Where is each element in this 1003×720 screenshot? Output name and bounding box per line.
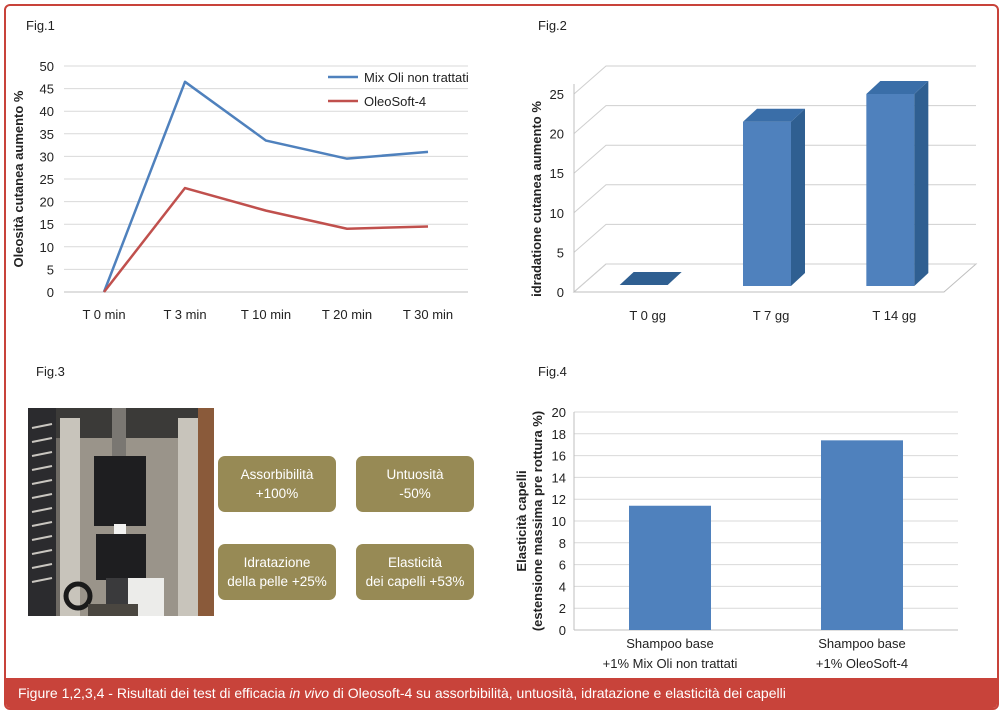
fig4-y-axis-title-line2: (estensione massima pre rottura %) xyxy=(530,411,545,631)
fig1-y-axis-title: Oleosità cutanea aumento % xyxy=(11,90,26,267)
fig1-ytick-label: 15 xyxy=(40,217,54,232)
fig4-ytick-label: 12 xyxy=(552,492,566,507)
fig2-gridline xyxy=(573,223,976,253)
idratazione-title: Idratazione xyxy=(243,555,311,570)
fig4-xtick-label-line2: +1% Mix Oli non trattati xyxy=(603,656,738,671)
untuosita-box: Untuosità -50% xyxy=(356,456,474,512)
assorbibilita-value: +100% xyxy=(255,486,299,501)
fig4-ytick-label: 16 xyxy=(552,449,566,464)
fig1-ytick-label: 50 xyxy=(40,59,54,74)
fig1-label: Fig.1 xyxy=(26,18,55,33)
fig1-series-line-1 xyxy=(102,80,429,293)
assorbibilita-box: Assorbibilità +100% xyxy=(218,456,336,512)
fig2-ytick-label: 10 xyxy=(550,206,564,221)
fig1-ytick-label: 20 xyxy=(40,195,54,210)
fig1-xtick-label: T 0 min xyxy=(82,307,125,322)
caption-bar: Figure 1,2,3,4 - Risultati dei test di e… xyxy=(6,678,997,708)
fig2-gridline xyxy=(573,263,976,293)
fig1-xtick-label: T 30 min xyxy=(403,307,453,322)
fig1-ytick-label: 30 xyxy=(40,149,54,164)
fig4-xtick-label-line1: Shampoo base xyxy=(818,636,905,651)
fig4-bar xyxy=(821,440,903,630)
fig2-bar-top xyxy=(866,81,929,94)
fig4-ytick-label: 4 xyxy=(559,579,566,594)
fig2-bar xyxy=(866,94,915,286)
fig2-xtick-label: T 7 gg xyxy=(753,308,790,323)
fig2-gridline xyxy=(573,105,976,134)
figure-frame: Fig.1 0 5 10 15 20 25 30 35 40 45 50 T 0 min T 3 min… xyxy=(4,4,999,710)
fig4-ytick-label: 8 xyxy=(559,536,566,551)
fig4-ytick-label: 6 xyxy=(559,558,566,573)
fig2-gridline xyxy=(573,65,976,95)
fig2-bar-chart-3d: 0 5 10 15 20 25 T 0 gg T 7 gg T 14 gg idradatione… xyxy=(529,65,978,323)
fig4-ytick-label: 2 xyxy=(559,601,566,616)
fig1-ytick-label: 10 xyxy=(40,240,54,255)
fig1-series-line-2 xyxy=(103,186,429,293)
fig1-xtick-label: T 20 min xyxy=(322,307,372,322)
caption-prefix: Figure 1,2,3,4 - Risultati dei test di e… xyxy=(18,685,290,701)
fig4-y-axis-title-line1: Elasticità capelli xyxy=(514,470,529,571)
fig4-ytick-label: 14 xyxy=(552,470,566,485)
elasticita-title: Elasticità xyxy=(387,555,442,570)
fig2-ytick-label: 0 xyxy=(557,285,564,300)
assorbibilita-title: Assorbibilità xyxy=(240,467,314,482)
fig2-ytick-label: 20 xyxy=(550,127,564,142)
fig2-bar-side xyxy=(914,81,929,286)
tensile-test-photo xyxy=(28,408,214,616)
fig2-xtick-label: T 0 gg xyxy=(629,308,666,323)
fig2-bar xyxy=(743,121,791,286)
fig4-xtick-label-line2: +1% OleoSoft-4 xyxy=(816,656,908,671)
fig2-ytick-label: 15 xyxy=(550,166,564,181)
fig4-ytick-label: 20 xyxy=(552,405,566,420)
idratazione-value: della pelle +25% xyxy=(227,574,327,589)
caption-italic: in vivo xyxy=(289,685,330,701)
fig2-ytick-label: 25 xyxy=(550,87,564,102)
fig2-y-axis-title: idradatione cutanea aumento % xyxy=(529,101,544,297)
fig4-xtick-label-line1: Shampoo base xyxy=(626,636,713,651)
fig1-ytick-label: 45 xyxy=(40,82,54,97)
fig2-ytick-label: 5 xyxy=(557,245,564,260)
fig1-ytick-label: 40 xyxy=(40,104,54,119)
fig1-xtick-label: T 3 min xyxy=(163,307,206,322)
fig4-bar-chart: 0 2 4 6 8 10 12 14 16 18 20 Shampoo base +1% Mix Oli… xyxy=(514,405,958,671)
fig4-ytick-label: 10 xyxy=(552,514,566,529)
fig1-line-chart: 0 5 10 15 20 25 30 35 40 45 50 T 0 min T 3 min T 10 m… xyxy=(11,59,469,322)
fig1-legend-label: OleoSoft-4 xyxy=(364,94,426,109)
fig2-xtick-label: T 14 gg xyxy=(872,308,916,323)
fig4-ytick-label: 18 xyxy=(552,427,566,442)
fig2-label: Fig.2 xyxy=(538,18,567,33)
fig2-bar-top xyxy=(743,108,805,122)
fig1-xtick-label: T 10 min xyxy=(241,307,291,322)
fig2-gridline xyxy=(573,184,976,214)
fig1-ytick-label: 0 xyxy=(47,285,54,300)
idratazione-box: Idratazione della pelle +25% xyxy=(218,544,336,600)
elasticita-value: dei capelli +53% xyxy=(365,574,465,589)
caption-suffix: di Oleosoft-4 su assorbibilità, untuosit… xyxy=(329,685,786,701)
fig4-bar xyxy=(629,505,711,630)
untuosita-title: Untuosità xyxy=(386,467,444,482)
fig4-label: Fig.4 xyxy=(538,364,567,379)
elasticita-box: Elasticità dei capelli +53% xyxy=(356,544,474,600)
fig3-label: Fig.3 xyxy=(36,364,65,379)
fig4-ytick-label: 0 xyxy=(559,623,566,638)
fig1-ytick-label: 5 xyxy=(47,262,54,277)
fig1-legend-label: Mix Oli non trattati xyxy=(364,70,469,85)
fig2-gridline xyxy=(573,144,976,174)
fig2-bar-top xyxy=(619,272,682,285)
fig1-ytick-label: 35 xyxy=(40,127,54,142)
fig2-bar-side xyxy=(791,108,805,286)
fig1-ytick-label: 25 xyxy=(40,172,54,187)
untuosita-value: -50% xyxy=(399,486,431,501)
